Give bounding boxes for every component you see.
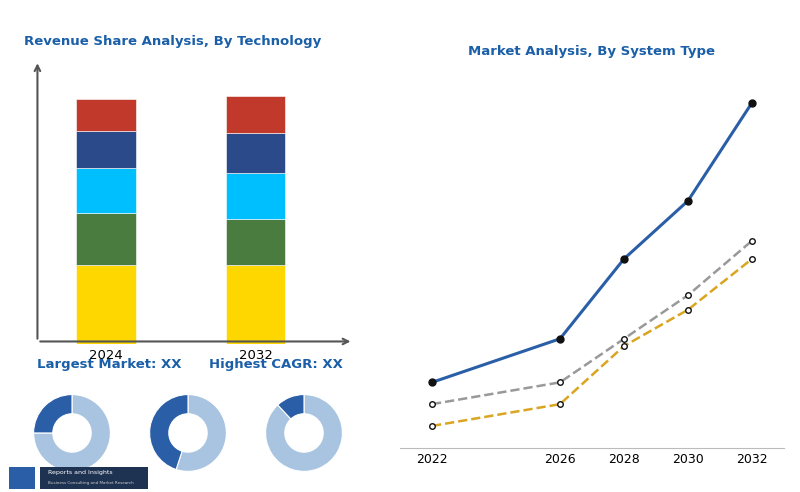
Wedge shape [266, 395, 342, 471]
Text: Business Consulting and Market Research: Business Consulting and Market Research [48, 481, 134, 485]
Wedge shape [150, 395, 188, 469]
Bar [226, 173, 286, 219]
Bar [76, 265, 136, 344]
Text: GLOBAL ENERGY STORAGE SYSTEMS MARKET SEGMENT ANALYSIS: GLOBAL ENERGY STORAGE SYSTEMS MARKET SEG… [12, 17, 629, 35]
Bar [76, 168, 136, 213]
Bar [226, 219, 286, 265]
Wedge shape [278, 395, 304, 419]
Wedge shape [176, 395, 226, 471]
Text: Largest Market: XX: Largest Market: XX [38, 358, 182, 371]
Bar [76, 130, 136, 168]
Text: Revenue Share Analysis, By Technology: Revenue Share Analysis, By Technology [24, 35, 322, 48]
Bar [10, 467, 35, 489]
Bar [226, 96, 286, 133]
Bar [226, 133, 286, 173]
Wedge shape [34, 395, 110, 471]
Title: Market Analysis, By System Type: Market Analysis, By System Type [469, 45, 715, 59]
Text: Reports and Insights: Reports and Insights [48, 470, 113, 475]
Wedge shape [34, 395, 72, 433]
Bar [76, 99, 136, 130]
Text: Highest CAGR: XX: Highest CAGR: XX [209, 358, 342, 371]
Bar [226, 265, 286, 344]
Bar [40, 467, 148, 489]
Bar [76, 213, 136, 265]
